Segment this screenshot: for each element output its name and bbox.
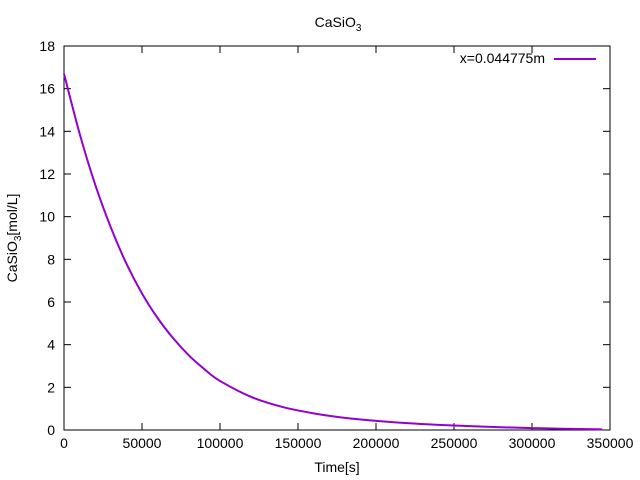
plot-border [63, 45, 611, 431]
y-tick-label: 10 [39, 209, 55, 225]
x-axis-label: Time[s] [314, 459, 359, 475]
x-tick-label: 150000 [275, 435, 322, 451]
y-axis-label: CaSiO3[mol/L] [4, 194, 24, 283]
y-tick-label: 0 [47, 422, 55, 438]
y-tick-label: 14 [39, 123, 55, 139]
x-tick-label: 250000 [431, 435, 478, 451]
x-tick-label: 350000 [587, 435, 634, 451]
y-tick-label: 8 [47, 251, 55, 267]
x-tick-label: 50000 [123, 435, 162, 451]
x-tick-label: 0 [60, 435, 68, 451]
y-tick-label: 6 [47, 294, 55, 310]
y-tick-label: 16 [39, 81, 55, 97]
chart-title: CaSiO3 [315, 14, 362, 34]
y-tick-label: 4 [47, 337, 55, 353]
y-axis-ticks: 0 2 4 6 8 10 12 14 16 18 [39, 38, 610, 438]
x-tick-label: 200000 [353, 435, 400, 451]
plot-frame [63, 45, 611, 431]
legend: x=0.044775m [460, 50, 596, 66]
x-tick-label: 300000 [509, 435, 556, 451]
y-tick-label: 2 [47, 379, 55, 395]
legend-label: x=0.044775m [460, 50, 545, 66]
y-tick-label: 18 [39, 38, 55, 54]
x-tick-label: 100000 [197, 435, 244, 451]
x-axis-ticks: 0 50000 100000 150000 200000 250000 300000 3500… [60, 46, 634, 451]
series-line [63, 73, 603, 431]
series-layer [63, 73, 603, 431]
y-tick-label: 12 [39, 166, 55, 182]
